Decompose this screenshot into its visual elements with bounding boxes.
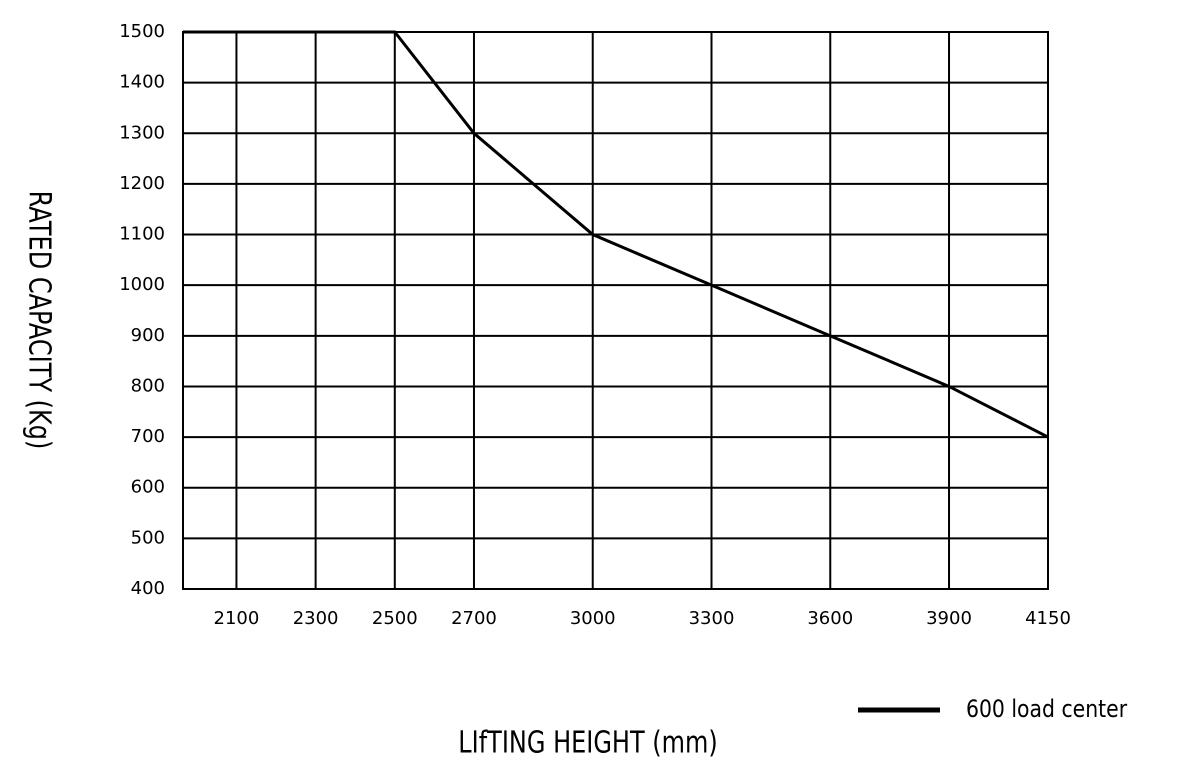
y-axis-title: RATED CAPACITY (Kg)	[22, 191, 56, 450]
y-tick-label: 500	[131, 527, 165, 548]
y-tick-label: 1500	[119, 21, 165, 42]
x-tick-label: 2100	[214, 608, 260, 629]
y-tick-label: 700	[131, 426, 165, 447]
x-tick-label: 2700	[451, 608, 497, 629]
y-tick-label: 1000	[119, 274, 165, 295]
y-tick-label: 1100	[119, 224, 165, 245]
y-tick-label: 1400	[119, 72, 165, 93]
y-tick-label: 600	[131, 477, 165, 498]
line	[183, 30, 1049, 439]
x-tick-label: 3300	[689, 608, 735, 629]
y-tick-label: 400	[131, 578, 165, 599]
y-tick-label: 800	[131, 375, 165, 396]
y-tick-label: 1300	[119, 122, 165, 143]
x-axis-title: LIfTING HEIGHT (mm)	[458, 726, 717, 760]
x-tick-label: 3600	[807, 608, 853, 629]
legend-label: 600 load center	[966, 695, 1128, 723]
plot-frame	[182, 31, 1049, 590]
y-tick-label: 1200	[119, 173, 165, 194]
x-tick-label: 3000	[570, 608, 616, 629]
x-tick-label: 2300	[293, 608, 339, 629]
x-tick-label: 3900	[926, 608, 972, 629]
y-tick-label: 900	[131, 325, 165, 346]
x-tick-label: 4150	[1025, 608, 1071, 629]
x-tick-label: 2500	[372, 608, 418, 629]
